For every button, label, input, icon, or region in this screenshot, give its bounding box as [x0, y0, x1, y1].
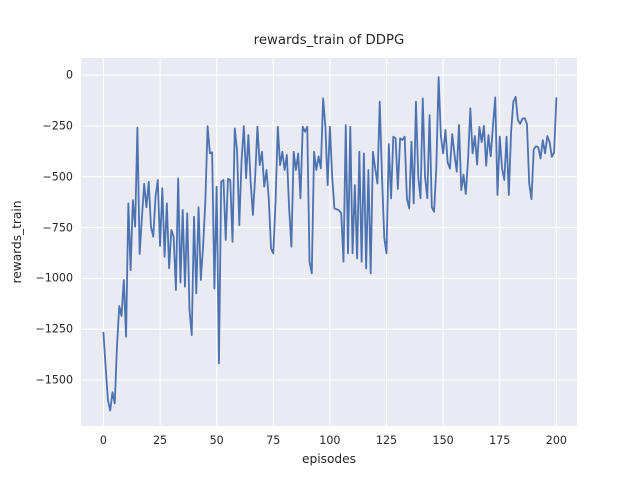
x-tick-label: 175	[489, 434, 511, 447]
line-chart	[81, 58, 577, 426]
y-tick-label: −500	[42, 170, 73, 184]
x-tick-label: 0	[99, 434, 107, 447]
x-tick-label: 50	[209, 434, 224, 447]
x-tick-label: 75	[266, 434, 281, 447]
x-tick-label: 25	[152, 434, 168, 447]
series-line	[102, 76, 558, 412]
y-tick-label: −250	[42, 119, 73, 133]
chart-title: rewards_train of DDPG	[253, 33, 405, 48]
y-tick-label: −1500	[35, 373, 73, 387]
x-tick-label: 200	[545, 434, 567, 447]
x-axis-label: episodes	[301, 452, 356, 466]
y-tick-label: −1250	[35, 322, 73, 336]
y-axis-label: rewards_train	[10, 200, 24, 284]
x-tick-label: 100	[319, 434, 341, 447]
y-tick-label: −1000	[35, 271, 73, 285]
y-tick-label: 0	[65, 68, 73, 82]
x-tick-label: 150	[432, 434, 454, 447]
x-tick-label: 125	[375, 434, 398, 447]
y-tick-label: −750	[42, 221, 73, 235]
plot-area	[81, 58, 577, 426]
